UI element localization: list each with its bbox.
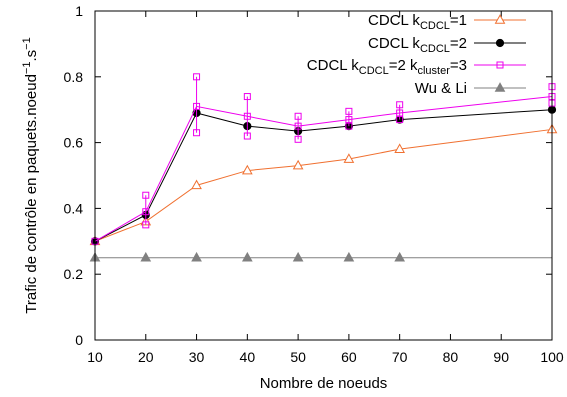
data-point [241, 164, 253, 175]
legend-text: CDCL k [307, 57, 359, 74]
series-line [94, 96, 553, 242]
legend-subscript: CDCL [420, 20, 450, 32]
legend-text: Wu & Li [415, 80, 467, 97]
x-tick-label: 40 [240, 349, 256, 365]
y-tick-label: 0.2 [64, 266, 84, 282]
y-axis-label-suffix: .s [23, 50, 40, 62]
legend-text: CDCL k [368, 12, 420, 29]
data-point [343, 251, 355, 262]
x-tick-label: 90 [493, 349, 509, 365]
y-axis-label: Trafic de contrôle en paquets.noeud−1.s−… [21, 37, 40, 313]
x-axis-label: Nombre de noeuds [260, 375, 388, 392]
error-bar-cap [193, 73, 201, 81]
data-point [394, 251, 406, 262]
series-layer [89, 73, 558, 262]
ticks-layer: 10 20 30 40 50 60 70 80 90 100 0 0.2 0.4 0.6 0.8 1 [64, 3, 564, 365]
x-tick-label: 20 [138, 349, 154, 365]
data-point [191, 251, 202, 262]
y-tick-label: 0.6 [64, 135, 84, 151]
legend-item-2: CDCL kCDCL=2 [368, 35, 526, 55]
y-tick-label: 0.8 [64, 69, 84, 85]
data-point [496, 61, 504, 69]
error-bar-cap [142, 221, 150, 229]
data-point [294, 122, 302, 130]
series-1 [89, 123, 558, 246]
error-bar-cap [142, 191, 150, 199]
legend-item-1: CDCL kCDCL=1 [368, 12, 526, 32]
y-tick-label: 1 [75, 3, 83, 19]
error-bar-cap [243, 93, 251, 101]
legend-text: CDCL k [368, 35, 420, 52]
legend-label: Wu & Li [415, 80, 467, 97]
data-point [494, 14, 506, 24]
data-point [292, 159, 304, 170]
data-point [193, 102, 201, 110]
error-bar-cap [193, 129, 201, 137]
legend-label: CDCL kCDCL=1 [368, 12, 467, 32]
data-point [494, 82, 506, 92]
legend-item-4: Wu & Li [415, 80, 526, 97]
series-line [94, 109, 553, 242]
error-bar-cap [294, 112, 302, 120]
y-axis-label-sup-2: −1 [21, 37, 33, 50]
error-bar-cap [396, 101, 404, 109]
error-bar-cap [345, 122, 353, 130]
x-tick-label: 80 [443, 349, 459, 365]
legend-label: CDCL kCDCL=2 [368, 35, 467, 55]
error-bar-cap [345, 107, 353, 115]
data-point [345, 116, 353, 124]
data-point [243, 112, 251, 120]
x-tick-label: 30 [189, 349, 205, 365]
legend-label: CDCL kCDCL=2 kcluster=3 [307, 57, 467, 77]
legend-subscript: CDCL [420, 43, 450, 55]
data-point [142, 208, 150, 216]
series-3 [91, 73, 556, 245]
legend-text: =2 [450, 35, 467, 52]
y-tick-label: 0 [75, 332, 83, 348]
error-bar-cap [396, 116, 404, 124]
data-point [343, 153, 355, 163]
y-axis-label-sup-1: −1 [21, 62, 33, 75]
x-tick-label: 60 [341, 349, 357, 365]
data-point [292, 251, 304, 262]
x-tick-label: 50 [290, 349, 306, 365]
y-tick-label: 0.4 [64, 200, 84, 216]
data-point [394, 143, 406, 153]
plot-frame [94, 10, 553, 341]
legend-subscript: cluster [417, 65, 450, 77]
data-point [191, 179, 202, 190]
x-tick-label: 100 [540, 349, 564, 365]
legend-text: =1 [450, 12, 467, 29]
y-axis-label-main: Trafic de contrôle en paquets.noeud [23, 74, 40, 314]
legend-item-3: CDCL kCDCL=2 kcluster=3 [307, 57, 526, 77]
x-tick-label: 70 [392, 349, 408, 365]
error-bar-cap [294, 135, 302, 143]
series-line [94, 128, 553, 242]
legend-subscript: CDCL [359, 65, 389, 77]
data-point [241, 251, 253, 262]
error-bar-cap [243, 132, 251, 140]
series-2 [90, 105, 557, 246]
x-tick-label: 10 [87, 349, 103, 365]
data-point [495, 38, 505, 48]
legend-text: =3 [450, 57, 467, 74]
data-point [396, 109, 404, 117]
series-4 [89, 251, 552, 262]
legend-text: =2 k [389, 57, 418, 74]
data-point [140, 251, 152, 262]
